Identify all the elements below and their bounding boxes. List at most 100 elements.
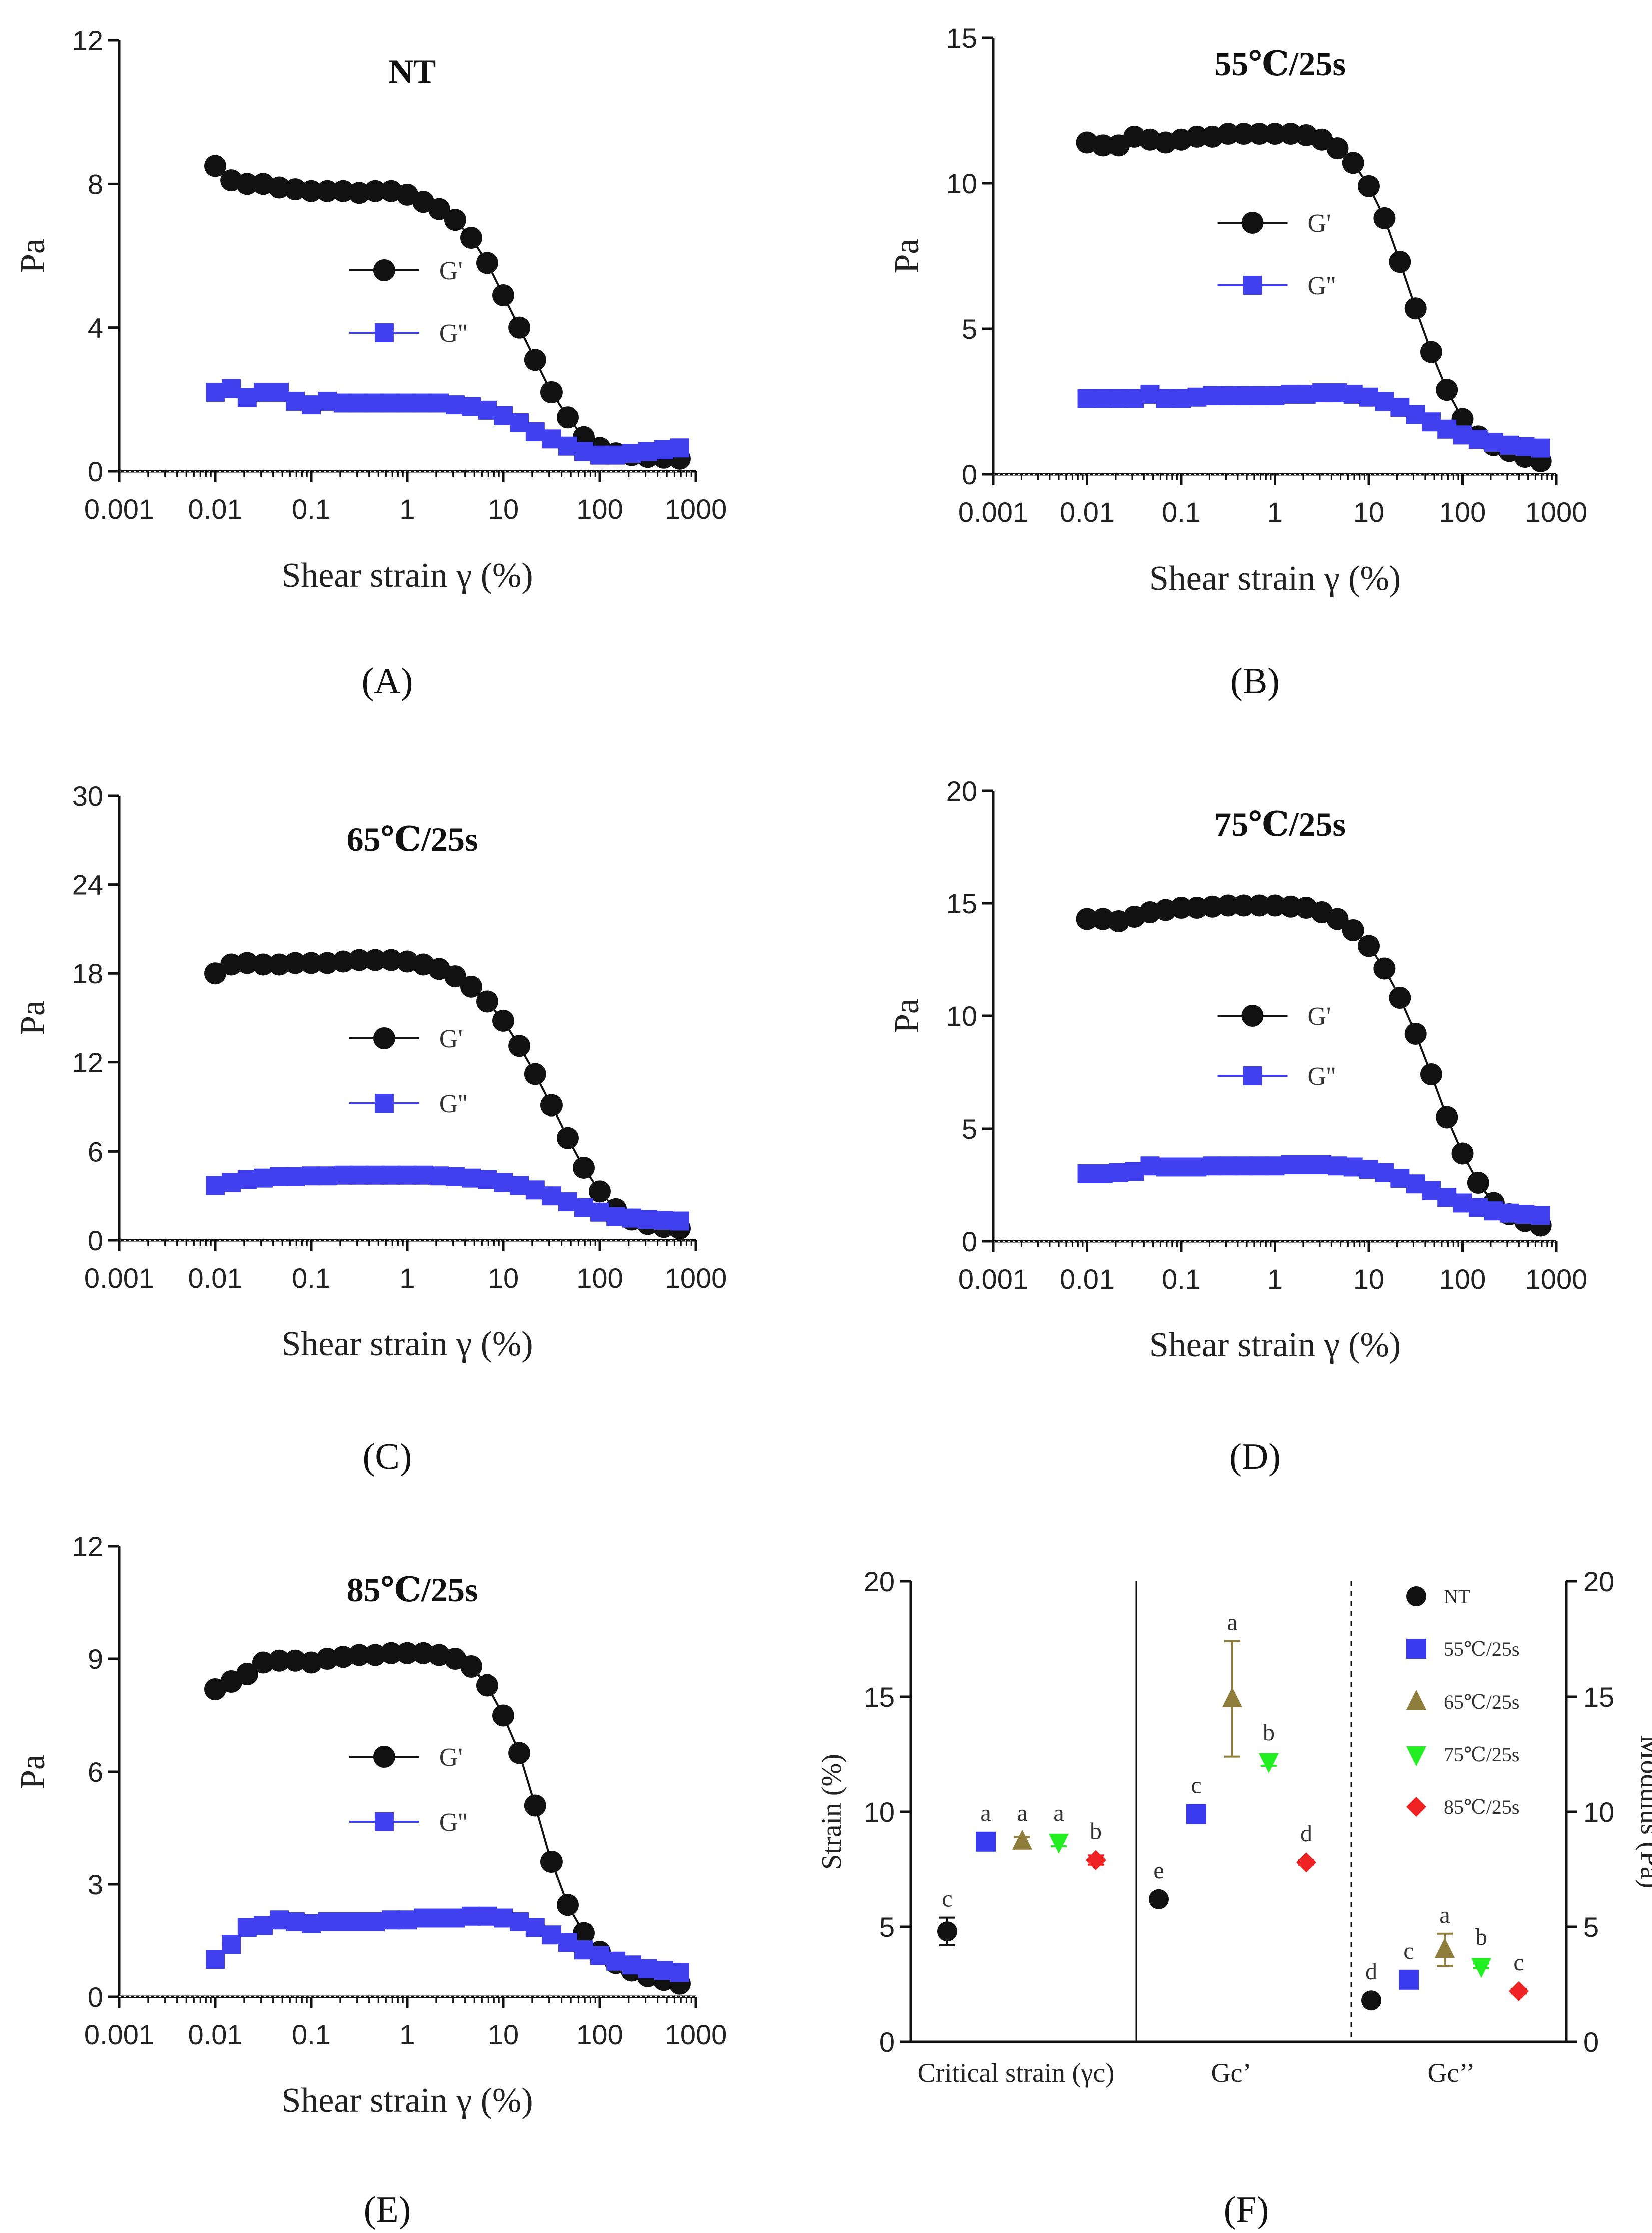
panel-label: (F) — [1224, 2189, 1269, 2230]
gdouble-point — [670, 1211, 689, 1231]
gdouble-point — [445, 1167, 465, 1186]
x-tick-label: 100 — [576, 493, 623, 525]
point-8525s — [1296, 1852, 1316, 1873]
x-tick-label: 0.001 — [84, 2019, 154, 2050]
legend-label: G' — [439, 1025, 463, 1053]
x-tick-label: 0.001 — [84, 493, 154, 525]
y-tick-label: 0 — [88, 1981, 103, 2013]
gdouble-point — [414, 1165, 433, 1185]
gprime-point — [1373, 207, 1396, 229]
gdouble-point — [461, 1168, 481, 1188]
gdouble-point — [398, 1165, 417, 1185]
y-tick-label: 5 — [962, 1113, 977, 1145]
gdouble-point — [590, 1202, 609, 1222]
gprime-point — [1186, 125, 1208, 148]
gdouble-point — [622, 1208, 641, 1228]
x-tick-label: 1 — [1267, 1263, 1283, 1295]
y-tick-label: 10 — [864, 1796, 895, 1828]
gprime-point — [540, 1094, 563, 1116]
gprime-point — [1451, 408, 1474, 430]
y2-tick-label: 0 — [1583, 2026, 1599, 2058]
gprime-point — [1232, 123, 1255, 145]
gdouble-point — [654, 1961, 673, 1980]
gprime-point — [1420, 341, 1442, 363]
gdouble-point — [365, 1165, 385, 1185]
legend-marker — [1243, 1066, 1262, 1085]
point-nt — [937, 1921, 957, 1942]
gdouble-point — [381, 1165, 401, 1185]
legend-marker — [1406, 1690, 1426, 1710]
gprime-point — [1201, 895, 1224, 918]
significance-letter: c — [942, 1886, 952, 1912]
gdouble-point — [237, 388, 257, 407]
gdouble-point — [237, 1918, 257, 1937]
legend-marker — [373, 259, 395, 281]
legend-marker — [374, 323, 394, 342]
x-tick-label: 1000 — [665, 1262, 727, 1294]
gdouble-point — [318, 1912, 337, 1931]
gprime-point — [1326, 137, 1349, 160]
panel-title: 65℃/25s — [347, 820, 478, 858]
gprime-point — [492, 1009, 514, 1032]
point-6525s — [1012, 1829, 1032, 1850]
gdouble-point — [429, 1166, 449, 1186]
gdouble-point — [606, 1951, 626, 1971]
y-tick-label: 0 — [962, 459, 977, 490]
gdouble-point — [590, 1946, 609, 1965]
x-tick-label: 0.001 — [84, 1262, 154, 1294]
gprime-point — [1389, 251, 1411, 273]
gprime-point — [476, 252, 498, 274]
point-6525s — [1435, 1938, 1455, 1958]
gdouble-point — [269, 1167, 289, 1186]
legend-label: 65℃/25s — [1444, 1691, 1519, 1713]
x-tick-label: 0.001 — [958, 496, 1028, 528]
gprime-point — [572, 1156, 595, 1179]
x-tick-label: 0.1 — [292, 493, 331, 525]
x-tick-label: 1000 — [1525, 1263, 1588, 1295]
x-tick-label: 0.01 — [188, 2019, 243, 2050]
significance-letter: a — [1439, 1902, 1450, 1928]
y-tick-label: 12 — [72, 1047, 103, 1078]
gprime-point — [252, 1651, 274, 1674]
gprime-point — [1373, 957, 1396, 980]
gprime-point — [428, 198, 450, 220]
point-nt — [1149, 1889, 1169, 1909]
gdouble-point — [381, 1910, 401, 1930]
y-tick-label: 10 — [946, 168, 977, 199]
significance-letter: c — [1403, 1938, 1414, 1964]
y-tick-label: 9 — [88, 1643, 103, 1675]
y2-tick-label: 15 — [1583, 1681, 1614, 1713]
gdouble-point — [349, 1912, 369, 1931]
gprime-point — [316, 952, 339, 974]
legend-label: G' — [439, 257, 463, 285]
significance-letter: a — [1227, 1609, 1237, 1636]
gprime-point — [236, 173, 258, 195]
gprime-point — [1436, 379, 1458, 401]
y-tick-label: 20 — [864, 1566, 895, 1597]
gdouble-point — [237, 1170, 257, 1189]
x-tick-label: 10 — [1353, 496, 1384, 528]
gprime-point — [348, 182, 370, 204]
gdouble-point — [318, 391, 337, 411]
gprime-point — [332, 1646, 354, 1668]
gdouble-point — [1531, 1206, 1550, 1225]
y-tick-label: 10 — [946, 1000, 977, 1032]
gprime-point — [204, 962, 226, 985]
significance-letter: a — [1053, 1800, 1064, 1826]
y-axis-title: Pa — [14, 1000, 52, 1035]
y-axis-title: Pa — [888, 998, 926, 1033]
point-8525s — [1086, 1850, 1106, 1870]
gprime-point — [556, 1894, 579, 1916]
gdouble-point — [269, 382, 289, 402]
y-tick-label: 24 — [72, 869, 103, 901]
x-tick-label: 0.1 — [292, 2019, 331, 2050]
gprime-point — [1248, 123, 1271, 145]
y-tick-label: 0 — [88, 1225, 103, 1256]
gprime-point — [1170, 897, 1192, 919]
significance-letter: c — [1191, 1772, 1201, 1799]
gdouble-point — [365, 1912, 385, 1931]
gdouble-point — [638, 442, 657, 461]
legend-marker — [374, 1094, 394, 1113]
legend-marker — [1243, 276, 1262, 295]
gprime-point — [332, 180, 354, 202]
